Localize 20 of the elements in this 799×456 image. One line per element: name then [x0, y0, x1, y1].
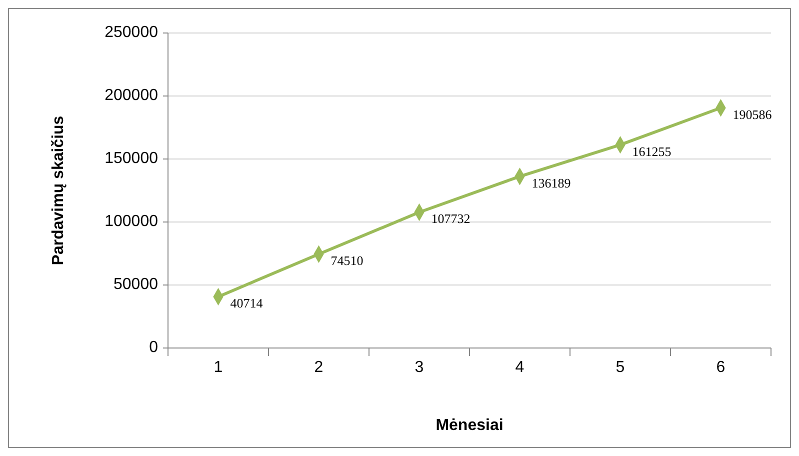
data-label: 107732 [431, 211, 470, 226]
data-label: 40714 [230, 296, 264, 311]
y-tick-label: 0 [149, 339, 158, 356]
y-tick-label: 200000 [104, 87, 158, 104]
data-label: 74510 [330, 253, 364, 268]
x-axis-title: Mėnesiai [436, 417, 504, 434]
y-axis-title: Pardavimų skaičius [50, 116, 67, 266]
data-label: 136189 [532, 175, 571, 190]
y-tick-label: 250000 [104, 24, 158, 42]
y-tick-label: 50000 [114, 276, 158, 294]
x-tick-label: 5 [616, 359, 625, 376]
y-tick-label: 150000 [104, 150, 158, 168]
x-tick-label: 4 [515, 359, 524, 376]
x-tick-label: 1 [214, 359, 223, 376]
data-label: 161255 [632, 144, 672, 159]
x-tick-label: 2 [314, 359, 324, 376]
data-label: 190586 [732, 106, 772, 122]
x-tick-label: 6 [716, 359, 726, 376]
y-tick-label: 100000 [104, 213, 158, 230]
x-tick-label: 3 [414, 359, 424, 376]
